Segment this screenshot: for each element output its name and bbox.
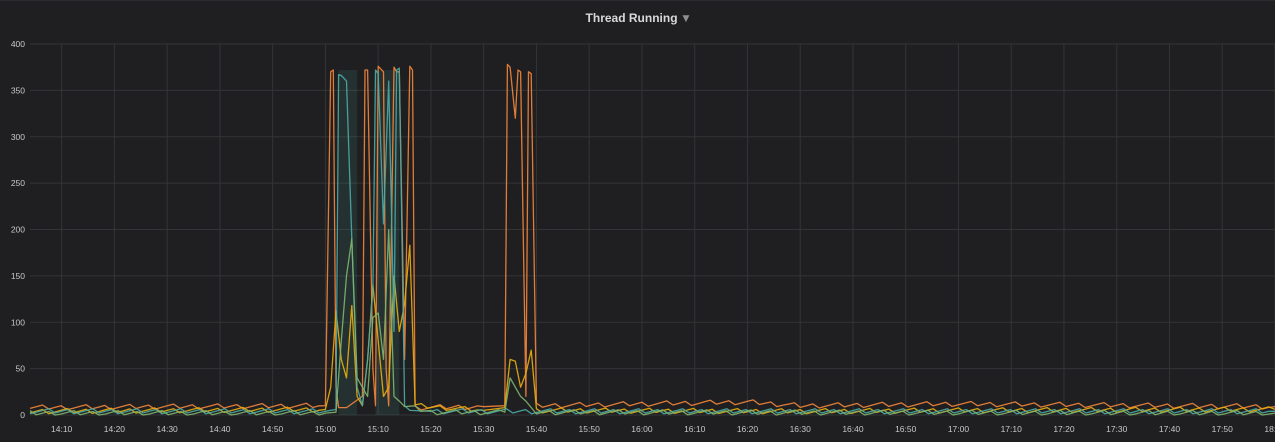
x-tick-label: 16:40 <box>842 424 864 434</box>
panel-header[interactable]: Thread Running ▼ <box>0 1 1275 35</box>
y-axis-ticks: 0 50 100 150 200 250 300 350 400 <box>11 39 25 420</box>
y-tick-label: 400 <box>11 39 25 49</box>
x-tick-label: 17:20 <box>1053 424 1075 434</box>
x-tick-label: 15:10 <box>368 424 390 434</box>
x-tick-label: 14:20 <box>104 424 126 434</box>
series-fill-band <box>338 69 358 415</box>
x-tick-label: 17:00 <box>948 424 970 434</box>
y-tick-label: 350 <box>11 85 25 95</box>
panel-title[interactable]: Thread Running <box>585 11 678 25</box>
x-tick-label: 14:40 <box>209 424 231 434</box>
series-line-3 <box>29 67 1275 415</box>
grid-lines <box>30 43 1275 416</box>
x-tick-label: 17:30 <box>1106 424 1128 434</box>
x-tick-label: 17:10 <box>1001 424 1023 434</box>
x-tick-label: 15:30 <box>473 424 495 434</box>
x-tick-label: 16:30 <box>790 424 812 434</box>
x-tick-label: 16:20 <box>737 424 759 434</box>
x-tick-label: 16:00 <box>631 424 653 434</box>
x-tick-label: 17:50 <box>1212 424 1234 434</box>
y-tick-label: 0 <box>20 410 25 420</box>
series-line-2 <box>29 244 1275 415</box>
y-tick-label: 250 <box>11 178 25 188</box>
series-line-1 <box>29 63 1275 411</box>
x-tick-label: 15:20 <box>420 424 442 434</box>
x-tick-label: 15:50 <box>579 424 601 434</box>
x-tick-label: 18:00 <box>1264 424 1275 434</box>
x-tick-label: 17:40 <box>1159 424 1181 434</box>
series-lines <box>29 63 1275 416</box>
y-tick-label: 50 <box>16 364 26 374</box>
y-tick-label: 150 <box>11 271 25 281</box>
series-line-4 <box>29 228 1275 416</box>
y-tick-label: 300 <box>11 132 25 142</box>
x-tick-label: 14:50 <box>262 424 284 434</box>
x-tick-label: 16:50 <box>895 424 917 434</box>
x-tick-label: 15:40 <box>526 424 548 434</box>
x-tick-label: 14:30 <box>157 424 179 434</box>
x-axis-ticks: 14:10 14:20 14:30 14:40 14:50 15:00 15:10 15:20… <box>51 424 1275 434</box>
x-tick-label: 14:10 <box>51 424 73 434</box>
x-tick-label: 15:00 <box>315 424 337 434</box>
y-tick-label: 200 <box>11 225 25 235</box>
y-tick-label: 100 <box>11 317 25 327</box>
caret-down-icon[interactable]: ▼ <box>682 13 690 24</box>
x-tick-label: 16:10 <box>684 424 706 434</box>
